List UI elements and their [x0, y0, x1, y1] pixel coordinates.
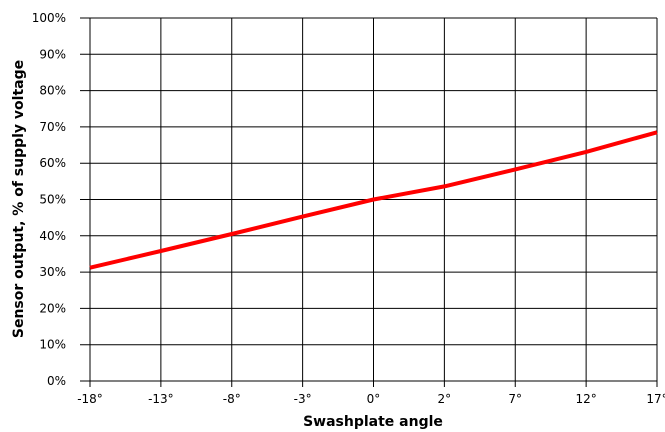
x-tick-label: 17°: [646, 392, 665, 406]
x-tick-label: 7°: [508, 392, 522, 406]
x-tick-labels: -18° -13° -8° -3° 0° 2° 7° 12° 17°: [77, 392, 665, 406]
y-tick-label: 100%: [32, 11, 66, 25]
y-tick-label: 60%: [39, 156, 66, 170]
y-tick-label: 30%: [39, 265, 66, 279]
grid: [80, 17, 658, 387]
y-axis-title: Sensor output, % of supply voltage: [11, 60, 27, 338]
y-tick-label: 40%: [39, 229, 66, 243]
x-tick-label: 12°: [575, 392, 596, 406]
y-tick-label: 90%: [39, 47, 66, 61]
y-tick-label: 70%: [39, 120, 66, 134]
x-tick-label: -13°: [148, 392, 174, 406]
x-tick-label: -18°: [77, 392, 103, 406]
x-tick-label: -8°: [223, 392, 241, 406]
y-tick-labels: 0% 10% 20% 30% 40% 50% 60% 70% 80% 90% 100%: [32, 11, 66, 388]
series-line: [89, 130, 658, 270]
x-tick-label: 0°: [367, 392, 381, 406]
series-group: [89, 130, 658, 270]
x-tick-label: -3°: [294, 392, 312, 406]
y-tick-label: 80%: [39, 84, 66, 98]
x-tick-label: 2°: [438, 392, 452, 406]
y-tick-label: 20%: [39, 301, 66, 315]
y-tick-label: 0%: [47, 374, 66, 388]
y-tick-label: 50%: [39, 193, 66, 207]
x-axis-title: Swashplate angle: [303, 414, 443, 430]
y-tick-label: 10%: [39, 338, 66, 352]
